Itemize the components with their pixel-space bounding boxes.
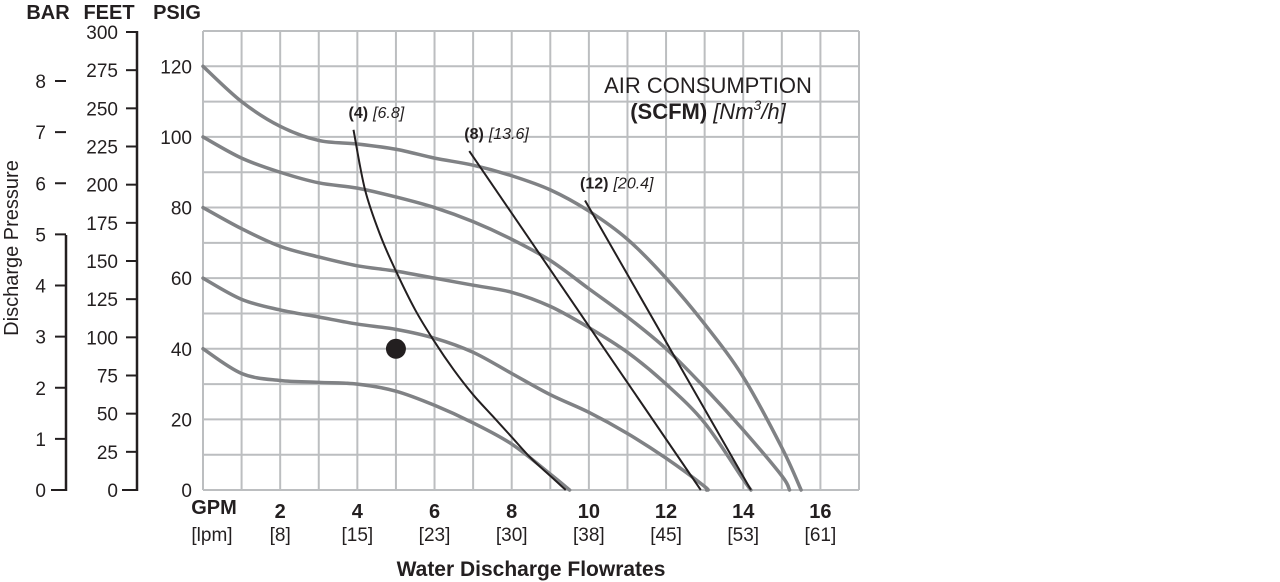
- x-tick-label: 12: [655, 501, 677, 523]
- legend-units-scfm: (SCFM): [630, 99, 707, 124]
- air-consumption-curve: [584, 199, 752, 491]
- air-label-scfm: (8): [464, 126, 484, 143]
- psig-tick-label: 40: [171, 340, 192, 361]
- y-axis-title: Discharge Pressure: [1, 160, 23, 336]
- legend-units: (SCFM) [Nm3/h]: [630, 97, 786, 124]
- feet-tick-label: 225: [86, 138, 118, 159]
- x-tick-label: 10: [578, 501, 600, 523]
- feet-tick-label: 25: [97, 443, 118, 464]
- x-tick-label: 6: [429, 501, 440, 523]
- x-tick-sublabel: [23]: [419, 525, 451, 546]
- feet-tick-label: 250: [86, 99, 118, 120]
- legend-title: AIR CONSUMPTION: [604, 73, 812, 98]
- bar-tick-label: 1: [35, 430, 46, 451]
- bar-tick-label: 3: [35, 328, 46, 349]
- psig-axis: 120 100 80 60 40 20 0: [160, 57, 192, 502]
- feet-tick-label: 150: [86, 252, 118, 273]
- feet-tick-label: 100: [86, 328, 118, 349]
- x-tick-sublabel: [53]: [727, 525, 759, 546]
- bar-tick-label: 7: [35, 123, 46, 144]
- feet-tick-label: 75: [97, 367, 118, 388]
- bar-tick-label: 4: [35, 277, 46, 298]
- psig-tick-label: 80: [171, 199, 192, 220]
- air-consumption-curves: [352, 129, 752, 491]
- x-unit-lpm: [lpm]: [191, 525, 232, 546]
- pressure-curve: [201, 347, 572, 492]
- feet-tick-label: 300: [86, 23, 118, 44]
- pressure-curve: [201, 276, 710, 492]
- bar-tick-label: 8: [35, 72, 46, 93]
- x-axis: 2[8] 4[15] 6[23] 8[30] 10[38] 12[45] 14[53] 16[…: [270, 501, 837, 546]
- air-label-nm3h: [13.6]: [488, 126, 530, 143]
- air-consumption-curve: [352, 129, 567, 491]
- air-consumption-curve: [468, 150, 702, 491]
- x-unit-gpm: GPM: [191, 497, 237, 519]
- air-consumption-label: (12) [20.4]: [580, 175, 654, 192]
- bar-tick-label: 0: [35, 481, 46, 502]
- air-consumption-label: (8) [13.6]: [464, 126, 529, 143]
- x-tick-label: 14: [732, 501, 755, 523]
- psig-tick-label: 60: [171, 269, 192, 290]
- x-tick-sublabel: [8]: [270, 525, 291, 546]
- air-label-scfm: (12): [580, 175, 608, 192]
- legend: AIR CONSUMPTION (SCFM) [Nm3/h]: [604, 73, 812, 124]
- air-consumption-label: (4) [6.8]: [348, 105, 404, 122]
- x-tick-label: 16: [809, 501, 831, 523]
- legend-units-sup: 3: [754, 97, 762, 113]
- x-tick-sublabel: [15]: [342, 525, 374, 546]
- x-tick-label: 2: [275, 501, 286, 523]
- feet-tick-label: 0: [107, 481, 118, 502]
- psig-tick-label: 120: [160, 57, 192, 78]
- air-label-nm3h: [6.8]: [372, 105, 405, 122]
- x-tick-sublabel: [38]: [573, 525, 605, 546]
- bar-tick-label: 2: [35, 379, 46, 400]
- air-label-nm3h: [20.4]: [612, 175, 654, 192]
- pressure-curve: [201, 205, 753, 492]
- air-label-scfm: (4): [348, 105, 368, 122]
- x-tick-sublabel: [45]: [650, 525, 682, 546]
- x-axis-title: Water Discharge Flowrates: [397, 558, 666, 581]
- operating-point-marker: [385, 338, 406, 359]
- pressure-curve: [201, 135, 792, 492]
- pressure-curve: [201, 64, 803, 492]
- bar-tick-label: 6: [35, 174, 46, 195]
- psig-axis-header: PSIG: [153, 2, 201, 24]
- feet-tick-label: 125: [86, 290, 118, 311]
- x-tick-label: 8: [506, 501, 517, 523]
- feet-tick-label: 200: [86, 176, 118, 197]
- psig-tick-label: 20: [171, 410, 192, 431]
- bar-axis: 8 7 6 5 4 3 2 1 0: [35, 72, 68, 502]
- feet-axis-header: FEET: [83, 2, 134, 24]
- legend-units-h: /h]: [759, 99, 786, 124]
- pressure-curves: [201, 64, 803, 492]
- feet-tick-label: 50: [97, 405, 118, 426]
- operating-point-layer: [385, 338, 406, 359]
- x-tick-sublabel: [30]: [496, 525, 528, 546]
- bar-axis-header: BAR: [26, 2, 70, 24]
- x-tick-sublabel: [61]: [805, 525, 837, 546]
- bar-tick-label: 5: [35, 225, 46, 246]
- psig-tick-label: 100: [160, 128, 192, 149]
- feet-tick-label: 175: [86, 214, 118, 235]
- x-tick-label: 4: [352, 501, 364, 523]
- air-consumption-labels: (4) [6.8] (8) [13.6] (12) [20.4]: [348, 105, 654, 193]
- feet-tick-label: 275: [86, 61, 118, 82]
- psig-tick-label: 0: [181, 481, 192, 502]
- legend-units-nm: [Nm: [712, 99, 753, 124]
